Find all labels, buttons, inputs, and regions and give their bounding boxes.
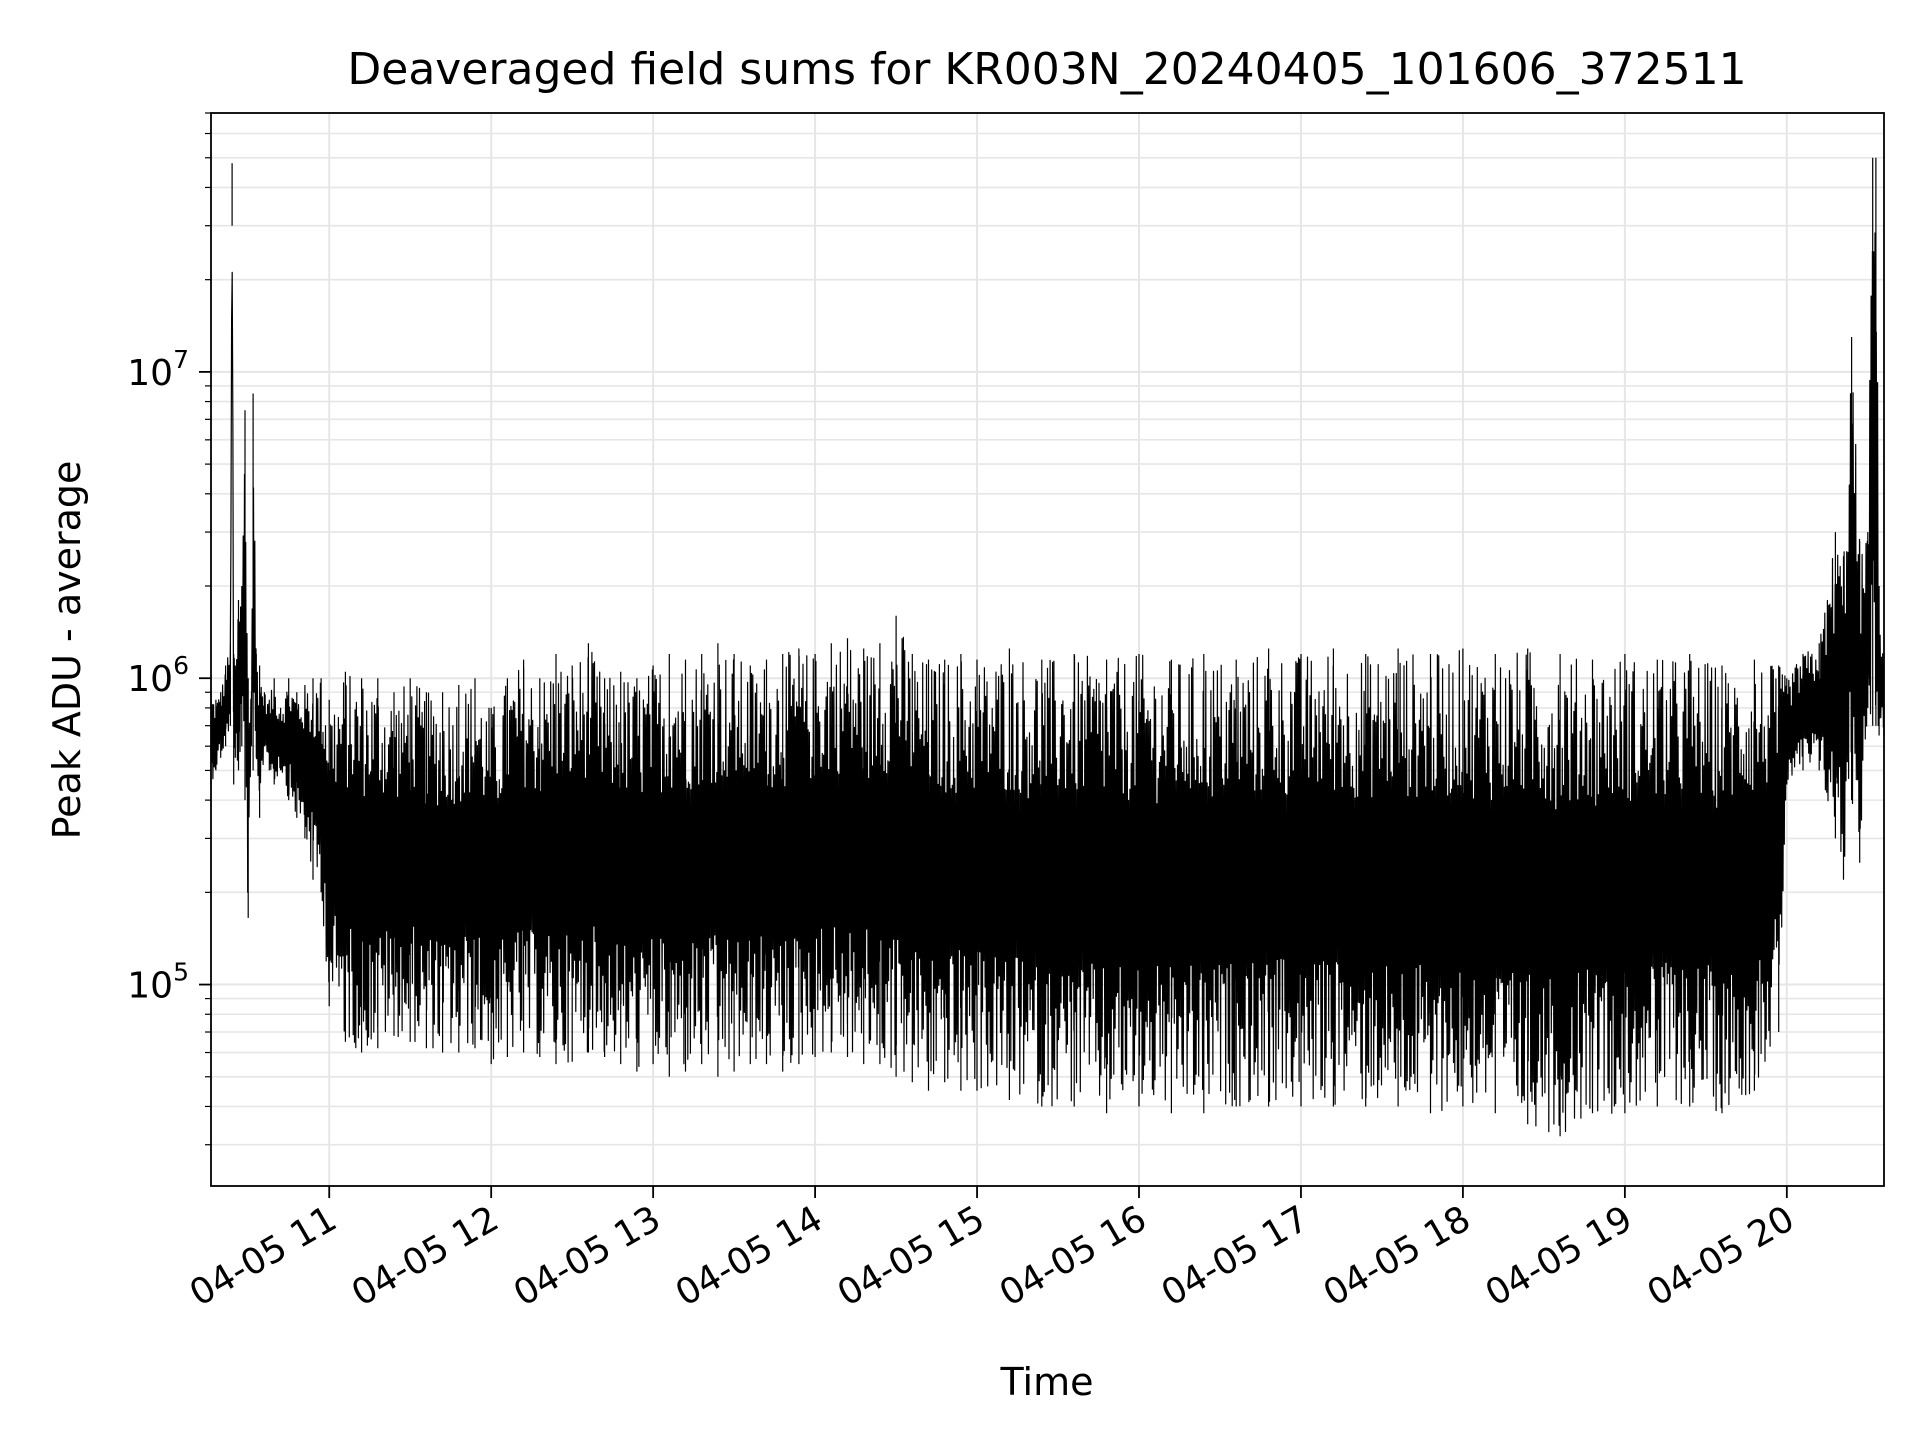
y-tick-label-exponent: 5 [173,958,189,987]
y-tick-label-base: 10 [127,966,173,1007]
y-tick-label: 106 [127,651,189,700]
y-axis-label: Peak ADU - average [45,461,89,840]
x-axis-label: Time [1000,1360,1094,1404]
y-tick-label-exponent: 7 [173,345,189,374]
y-tick-label: 107 [127,345,189,394]
y-tick-label: 105 [127,958,189,1007]
y-tick-label-base: 10 [127,659,173,700]
axis-ticks [199,112,1788,1198]
y-tick-label-exponent: 6 [173,651,189,680]
chart-title: Deaveraged field sums for KR003N_2024040… [347,44,1746,95]
y-tick-label-base: 10 [127,353,173,394]
series-line [210,157,1885,1137]
data-series [210,157,1885,1137]
plot-frame [210,112,1885,1187]
